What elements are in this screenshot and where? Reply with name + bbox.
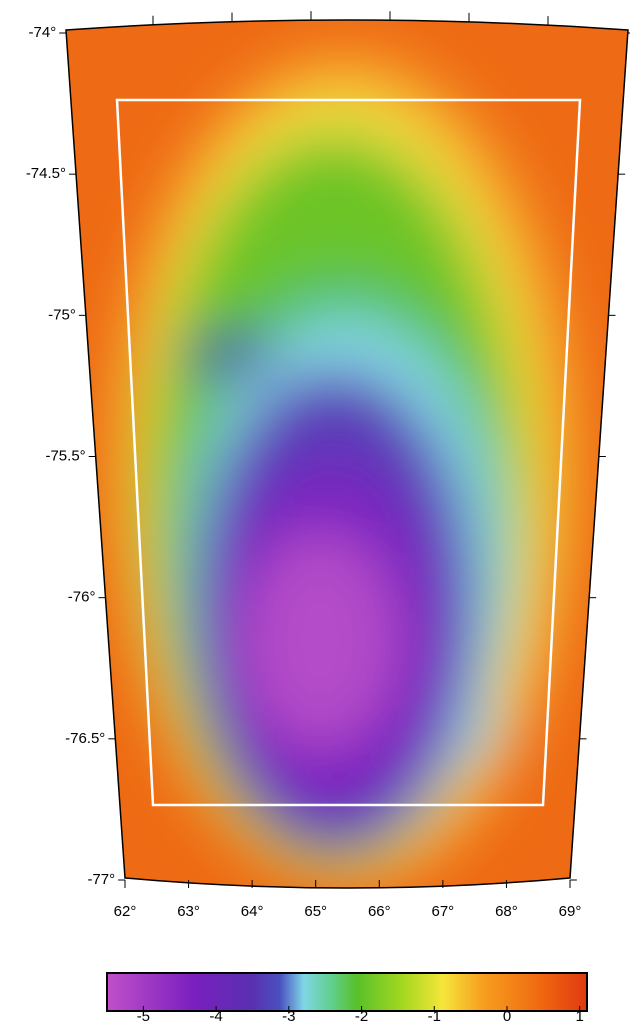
lat-label: -77° bbox=[87, 871, 115, 888]
lat-label: -75.5° bbox=[45, 447, 85, 464]
lon-label: 69° bbox=[559, 903, 582, 920]
colorbar-label: 0 bbox=[503, 1008, 511, 1024]
colorbar-label: 1 bbox=[576, 1008, 584, 1024]
colorbar-label: -3 bbox=[282, 1008, 295, 1024]
lon-label: 66° bbox=[368, 903, 391, 920]
lat-label: -74° bbox=[29, 24, 57, 41]
study-area-outline bbox=[115, 98, 582, 807]
colorbar-label: -5 bbox=[137, 1008, 150, 1024]
colorbar-label: -2 bbox=[355, 1008, 368, 1024]
lat-label: -76° bbox=[68, 589, 96, 606]
lon-label: 64° bbox=[241, 903, 264, 920]
lat-label: -74.5° bbox=[26, 165, 66, 182]
lon-label: 67° bbox=[432, 903, 455, 920]
lon-label: 62° bbox=[114, 903, 137, 920]
lon-label: 63° bbox=[177, 903, 200, 920]
colorbar-label: -4 bbox=[209, 1008, 222, 1024]
lat-label: -76.5° bbox=[65, 730, 105, 747]
lat-label: -75° bbox=[48, 306, 76, 323]
lon-label: 68° bbox=[495, 903, 518, 920]
lon-label: 65° bbox=[304, 903, 327, 920]
heatmap bbox=[66, 20, 628, 888]
colorbar-label: -1 bbox=[428, 1008, 441, 1024]
colorbar bbox=[106, 972, 588, 1012]
map-frame bbox=[65, 19, 629, 889]
